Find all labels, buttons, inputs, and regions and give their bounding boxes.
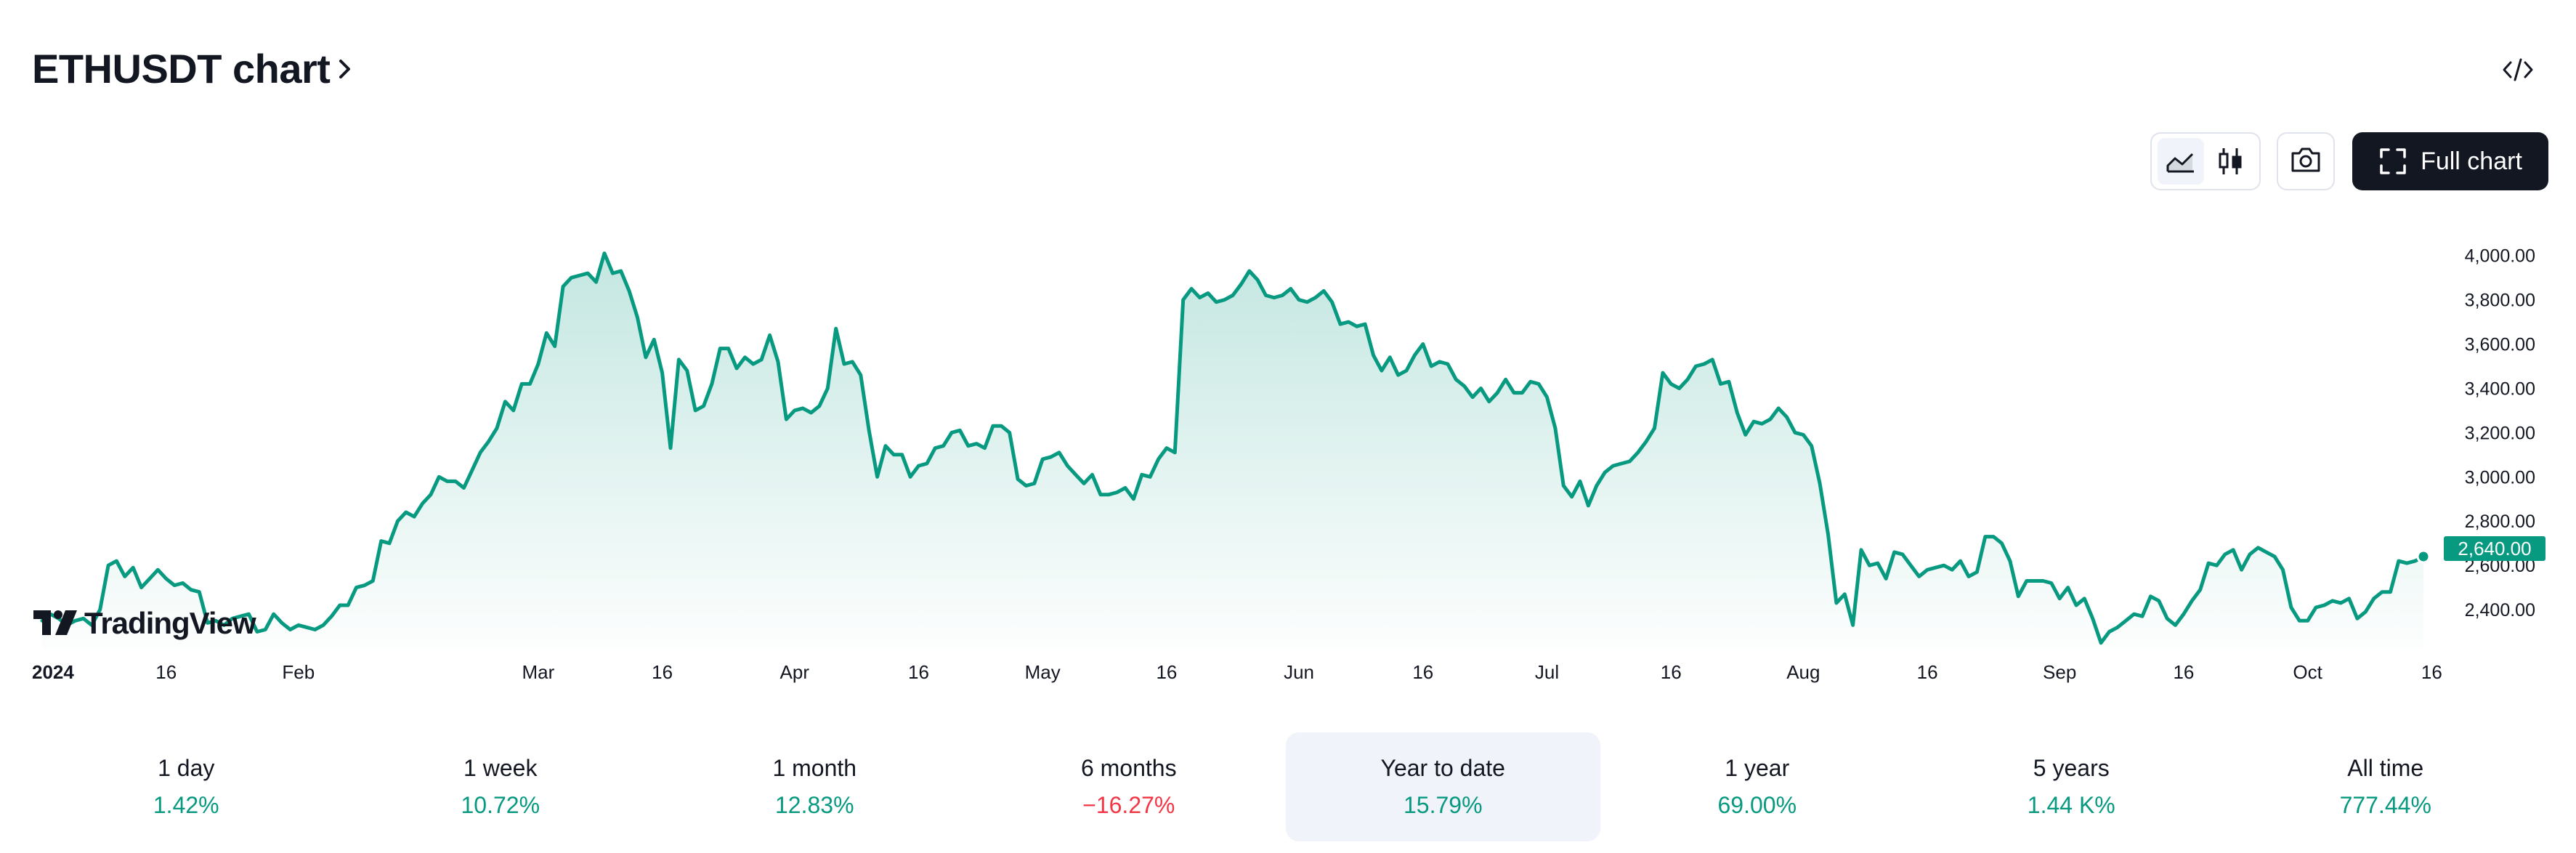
performance-periods: 1 day 1.42% 1 week 10.72% 1 month 12.83% 6 mon…	[29, 732, 2543, 841]
x-tick-label: May	[1025, 661, 1061, 683]
y-tick-label: 3,800.00	[2465, 291, 2535, 311]
full-chart-label: Full chart	[2421, 147, 2522, 175]
period-label: 6 months	[1080, 755, 1177, 781]
period-label: 1 week	[463, 755, 538, 781]
x-tick-label: Sep	[2043, 661, 2076, 683]
y-tick-label: 3,200.00	[2465, 423, 2535, 443]
camera-icon	[2290, 146, 2322, 177]
period-label: All time	[2347, 755, 2424, 781]
x-tick-label: Aug	[1786, 661, 1820, 683]
x-tick-label: 16	[155, 661, 177, 683]
period-tab[interactable]: 1 year 69.00%	[1600, 732, 1915, 841]
snapshot-button[interactable]	[2277, 132, 2335, 190]
period-label: 1 year	[1725, 755, 1790, 781]
tradingview-logo-icon	[33, 610, 77, 635]
y-tick-label: 3,400.00	[2465, 379, 2535, 399]
x-tick-label: 16	[1156, 661, 1177, 683]
period-change: 12.83%	[774, 792, 854, 818]
y-tick-label: 2,400.00	[2465, 600, 2535, 620]
x-tick-label: Feb	[282, 661, 315, 683]
candlestick-icon[interactable]	[2207, 138, 2253, 185]
chart-style-toggle	[2150, 132, 2261, 190]
period-change: 15.79%	[1403, 792, 1483, 818]
x-tick-label: Apr	[780, 661, 810, 683]
x-axis: 2024 16 Feb Mar 16 Apr 16 May 16 Jun 16 Jul 16 Aug 16 S…	[32, 661, 2442, 683]
period-tab[interactable]: 1 week 10.72%	[344, 732, 658, 841]
x-tick-label: Jun	[1284, 661, 1314, 683]
x-tick-label: 16	[652, 661, 673, 683]
period-tab[interactable]: Year to date 15.79%	[1286, 732, 1600, 841]
period-change: 777.44%	[2339, 792, 2431, 818]
period-label: 1 month	[772, 755, 857, 781]
chart-title-link[interactable]: ETHUSDT chart	[32, 45, 353, 92]
area-chart-icon[interactable]	[2158, 138, 2204, 185]
x-tick-label: 16	[1917, 661, 1938, 683]
period-change: 69.00%	[1717, 792, 1797, 818]
tradingview-logo-text: TradingView	[84, 606, 256, 640]
y-axis: 2,400.002,600.002,800.003,000.003,200.00…	[2465, 246, 2535, 620]
period-tab[interactable]: 1 month 12.83%	[657, 732, 972, 841]
y-tick-label: 2,800.00	[2465, 512, 2535, 532]
period-change: 1.42%	[153, 792, 219, 818]
x-tick-label: 16	[2421, 661, 2442, 683]
x-tick-label: Jul	[1535, 661, 1559, 683]
tradingview-logo[interactable]: TradingView	[33, 606, 256, 641]
period-tab[interactable]: All time 777.44%	[2229, 732, 2543, 841]
chevron-right-icon	[337, 57, 353, 81]
period-tab[interactable]: 5 years 1.44 K%	[1914, 732, 2229, 841]
period-label: Year to date	[1380, 755, 1505, 781]
period-label: 5 years	[2033, 755, 2110, 781]
chart-title: ETHUSDT chart	[32, 46, 331, 92]
last-price-dot	[2416, 549, 2431, 564]
y-tick-label: 4,000.00	[2465, 246, 2535, 267]
y-tick-label: 3,600.00	[2465, 335, 2535, 355]
last-price-label: 2,640.00	[2444, 536, 2545, 561]
period-tab[interactable]: 6 months −16.27%	[972, 732, 1287, 841]
fullscreen-icon	[2378, 147, 2407, 176]
price-chart[interactable]: 2,400.002,600.002,800.003,000.003,200.00…	[0, 0, 2576, 698]
x-tick-label: 2024	[32, 661, 74, 683]
y-tick-label: 3,000.00	[2465, 467, 2535, 488]
period-change: 1.44 K%	[2027, 792, 2115, 818]
full-chart-button[interactable]: Full chart	[2352, 132, 2548, 190]
x-tick-label: 16	[1661, 661, 1682, 683]
x-tick-label: 16	[2173, 661, 2194, 683]
price-line	[40, 251, 2426, 645]
x-tick-label: Mar	[522, 661, 555, 683]
x-tick-label: Oct	[2293, 661, 2322, 683]
period-change: −16.27%	[1082, 792, 1175, 818]
x-tick-label: 16	[908, 661, 929, 683]
code-embed-icon[interactable]	[2499, 51, 2537, 89]
period-label: 1 day	[158, 755, 215, 781]
period-tab[interactable]: 1 day 1.42%	[29, 732, 344, 841]
x-tick-label: 16	[1412, 661, 1433, 683]
period-change: 10.72%	[461, 792, 540, 818]
